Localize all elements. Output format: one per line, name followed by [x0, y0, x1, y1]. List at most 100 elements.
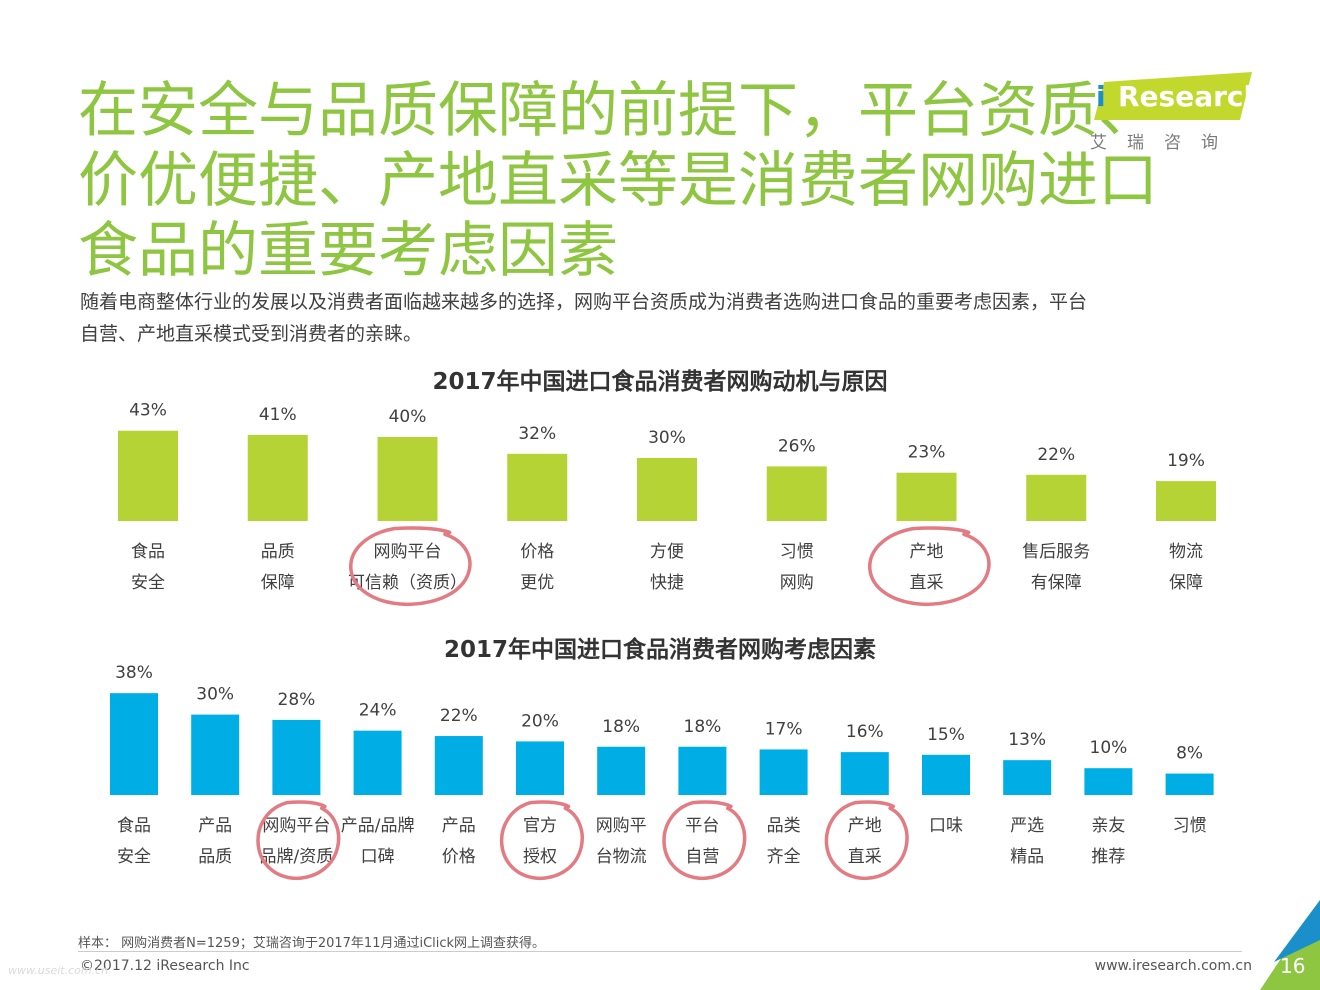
factor-category-label: 品质 [198, 847, 232, 867]
factor-value-label: 13% [1008, 730, 1046, 750]
footer-divider [78, 951, 1242, 952]
factor-bar-group: 15% 口味 [922, 725, 970, 836]
logo-wedge-icon [1094, 72, 1252, 120]
factor-category-label: 网购平台 [262, 816, 330, 836]
factor-category-label: 品类 [767, 816, 801, 836]
factor-category-label: 习惯 [1173, 816, 1207, 836]
motivation-category-label: 网购 [780, 573, 814, 593]
factor-category-label: 平台 [685, 816, 719, 836]
subtitle: 随着电商整体行业的发展以及消费者面临越来越多的选择，网购平台资质成为消费者选购进… [80, 286, 1260, 350]
headline-line-1: 在安全与品质保障的前提下，平台资质、 [78, 76, 1158, 146]
factor-bar [353, 730, 402, 795]
factor-value-label: 22% [440, 706, 478, 726]
motivation-bar-group: 23% 产地直采 [868, 443, 991, 607]
motivation-category-label: 价格 [520, 542, 554, 562]
chart1-title: 2017年中国进口食品消费者网购动机与原因 [432, 369, 888, 395]
watermark: www.useit.com.cn [8, 964, 109, 977]
headline-line-2: 价优便捷、产地直采等是消费者网购进口 [78, 146, 1158, 216]
motivation-category-label: 保障 [261, 573, 295, 593]
sample-note: 样本： 网购消费者N=1259；艾瑞咨询于2017年11月通过iClick网上调… [78, 936, 546, 951]
factor-category-label: 品牌/资质 [260, 847, 334, 867]
motivation-highlight-circle [349, 526, 472, 607]
logo-cn: 艾瑞咨询 [1090, 133, 1238, 153]
motivation-bar [247, 434, 308, 521]
subtitle-line-2: 自营、产地直采模式受到消费者的亲睐。 [80, 323, 423, 345]
motivation-category-label: 方便 [650, 542, 684, 562]
iresearch-logo: i Research 艾瑞咨询 [1090, 70, 1264, 155]
factor-category-label: 食品 [117, 816, 151, 836]
factor-bar [434, 736, 483, 795]
motivation-category-label: 品质 [261, 542, 295, 562]
motivation-category-label: 习惯 [780, 542, 814, 562]
motivation-category-label: 售后服务 [1022, 542, 1090, 562]
motivation-category-label: 有保障 [1031, 573, 1082, 593]
factor-value-label: 30% [196, 685, 234, 705]
motivation-category-label: 直采 [910, 573, 944, 593]
factor-bar [1084, 768, 1133, 795]
factor-category-label: 产品/品牌 [341, 816, 415, 836]
factor-value-label: 24% [359, 701, 397, 721]
motivation-bar-group: 41% 品质保障 [247, 405, 308, 593]
motivation-highlight-circle [868, 526, 991, 607]
factor-category-label: 亲友 [1091, 816, 1125, 836]
motivation-category-label: 产地 [910, 542, 944, 562]
factor-value-label: 17% [765, 719, 803, 739]
factor-value-label: 8% [1176, 744, 1203, 764]
motivation-category-label: 可信赖（资质） [348, 573, 467, 593]
factor-category-label: 口碑 [361, 847, 395, 867]
factor-category-label: 口味 [929, 816, 963, 836]
factor-bar-group: 16% 产地直采 [824, 722, 909, 881]
factor-bar [678, 746, 727, 795]
factor-bar [1003, 760, 1052, 795]
factor-highlight-circle [256, 800, 341, 881]
factor-category-label: 自营 [685, 847, 719, 867]
motivation-category-label: 更优 [520, 573, 554, 593]
motivation-value-label: 40% [389, 407, 427, 427]
website-link[interactable]: www.iresearch.com.cn [1094, 958, 1252, 974]
factor-value-label: 20% [521, 711, 559, 731]
factor-category-label: 安全 [117, 847, 151, 867]
headline: 在安全与品质保障的前提下，平台资质、 价优便捷、产地直采等是消费者网购进口 食品… [78, 76, 1158, 286]
motivation-value-label: 23% [908, 443, 946, 463]
factor-bar [516, 741, 564, 795]
motivation-value-label: 19% [1167, 451, 1205, 471]
logo-i: i [1096, 80, 1106, 113]
factor-category-label: 产品 [442, 816, 476, 836]
motivation-bar [766, 466, 827, 521]
factor-highlight-circle [824, 800, 909, 881]
factor-highlight-circle [499, 800, 584, 881]
factor-category-label: 价格 [442, 847, 476, 867]
motivation-category-label: 物流 [1169, 542, 1203, 562]
factor-category-label: 产地 [848, 816, 882, 836]
motivation-bar [118, 430, 178, 521]
logo-text: Research [1118, 80, 1264, 113]
factor-category-label: 台物流 [596, 847, 647, 867]
corner-decoration-icon [1260, 900, 1320, 990]
factor-category-label: 授权 [523, 847, 557, 867]
motivation-bar [1156, 481, 1216, 521]
factor-bar [922, 754, 970, 795]
factor-value-label: 18% [602, 717, 640, 737]
motivation-bar [1026, 474, 1087, 521]
motivation-value-label: 22% [1037, 445, 1075, 465]
motivation-category-label: 保障 [1169, 573, 1203, 593]
motivation-value-label: 30% [648, 428, 686, 448]
factor-category-label: 网购平 [596, 816, 647, 836]
factor-value-label: 18% [684, 717, 722, 737]
factor-bar [597, 746, 646, 795]
factor-bar [1165, 773, 1214, 795]
factor-highlight-circle [662, 800, 747, 881]
